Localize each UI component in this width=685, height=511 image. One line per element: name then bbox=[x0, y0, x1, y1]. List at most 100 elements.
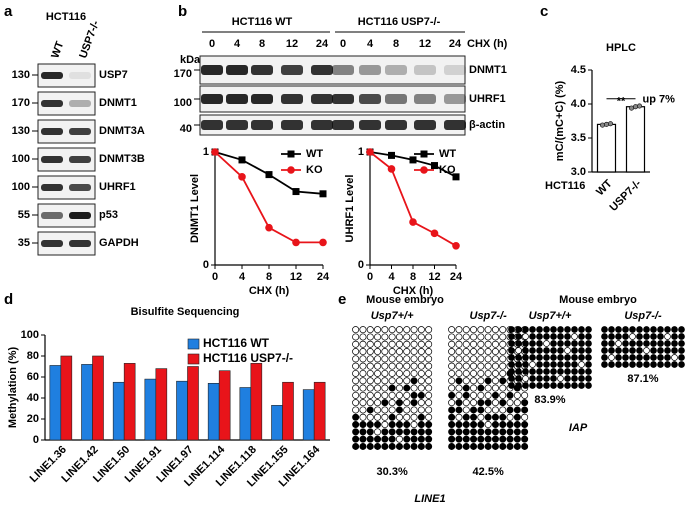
cpg-site bbox=[550, 326, 557, 333]
cpg-site bbox=[374, 348, 382, 356]
cpg-site bbox=[388, 442, 396, 450]
cpg-site bbox=[403, 333, 411, 341]
cpg-site bbox=[585, 382, 592, 389]
cpg-site bbox=[374, 369, 382, 377]
cpg-site bbox=[650, 333, 657, 340]
marker-label: 170 bbox=[12, 97, 30, 109]
annotation: up 7% bbox=[643, 94, 676, 106]
cpg-site bbox=[491, 377, 499, 385]
cpg-site bbox=[529, 347, 536, 354]
cpg-site bbox=[499, 377, 507, 385]
cpg-site bbox=[366, 391, 374, 399]
cpg-site bbox=[403, 340, 411, 348]
cpg-site bbox=[381, 348, 389, 356]
protein-label: DNMT1 bbox=[99, 97, 137, 109]
point bbox=[409, 156, 417, 164]
percent-label: 30.3% bbox=[377, 466, 408, 478]
band bbox=[414, 94, 436, 104]
cpg-site bbox=[564, 326, 571, 333]
cpg-site bbox=[359, 348, 367, 356]
cpg-site bbox=[359, 442, 367, 450]
y-tick-label: 20 bbox=[27, 413, 39, 425]
cpg-site bbox=[550, 382, 557, 389]
annotation: ** bbox=[617, 96, 626, 108]
cpg-site bbox=[359, 391, 367, 399]
cpg-site bbox=[608, 326, 615, 333]
cpg-site bbox=[417, 399, 425, 407]
cpg-site bbox=[615, 333, 622, 340]
cpg-site bbox=[506, 421, 514, 429]
locus-label: LINE1 bbox=[414, 493, 445, 505]
band bbox=[69, 184, 91, 191]
cpg-site bbox=[636, 361, 643, 368]
cpg-site bbox=[657, 347, 664, 354]
cpg-site bbox=[515, 375, 522, 382]
cpg-site bbox=[615, 340, 622, 347]
cpg-site bbox=[403, 428, 411, 436]
cpg-site bbox=[491, 326, 499, 334]
cpg-site bbox=[508, 382, 515, 389]
cpg-site bbox=[455, 428, 463, 436]
kda-label: kDa bbox=[180, 54, 201, 66]
cpg-site bbox=[462, 340, 470, 348]
cpg-site bbox=[636, 347, 643, 354]
cpg-site bbox=[470, 384, 478, 392]
cpg-site bbox=[629, 354, 636, 361]
cpg-site bbox=[491, 348, 499, 356]
cpg-site bbox=[417, 428, 425, 436]
point bbox=[452, 241, 460, 250]
cpg-site bbox=[410, 333, 418, 341]
cpg-site bbox=[536, 368, 543, 375]
cpg-site bbox=[352, 326, 360, 334]
cpg-site bbox=[374, 362, 382, 370]
cpg-site bbox=[359, 406, 367, 414]
cpg-site bbox=[381, 399, 389, 407]
cpg-site bbox=[455, 362, 463, 370]
cpg-site bbox=[491, 340, 499, 348]
cpg-site bbox=[484, 355, 492, 363]
point bbox=[319, 190, 327, 198]
legend-marker bbox=[287, 166, 295, 174]
group-title: Mouse embryo bbox=[366, 294, 444, 306]
cpg-site bbox=[536, 361, 543, 368]
cpg-site bbox=[381, 435, 389, 443]
band bbox=[41, 128, 63, 135]
y-tick-label: 0 bbox=[33, 434, 39, 446]
group-title: Mouse embryo bbox=[559, 294, 637, 306]
cpg-site bbox=[403, 362, 411, 370]
genotype-label: Usp7+/+ bbox=[371, 310, 414, 322]
cpg-site bbox=[484, 435, 492, 443]
cpg-site bbox=[448, 399, 456, 407]
cpg-site bbox=[352, 384, 360, 392]
point bbox=[319, 238, 327, 247]
cpg-site bbox=[678, 361, 685, 368]
cpg-site bbox=[629, 361, 636, 368]
point bbox=[430, 229, 439, 238]
cpg-site bbox=[564, 375, 571, 382]
bar bbox=[60, 355, 73, 441]
cpg-site bbox=[425, 333, 433, 341]
band bbox=[311, 120, 333, 130]
cpg-site bbox=[462, 326, 470, 334]
cpg-site bbox=[417, 421, 425, 429]
cpg-site bbox=[536, 375, 543, 382]
cpg-site bbox=[484, 428, 492, 436]
cpg-site bbox=[462, 421, 470, 429]
cpg-site bbox=[515, 368, 522, 375]
cpg-site bbox=[425, 442, 433, 450]
band bbox=[201, 120, 223, 130]
cpg-site bbox=[585, 375, 592, 382]
cpg-site bbox=[425, 340, 433, 348]
cpg-site bbox=[506, 406, 514, 414]
cpg-site bbox=[381, 384, 389, 392]
cpg-site bbox=[410, 399, 418, 407]
protein-label: p53 bbox=[99, 209, 118, 221]
cpg-site bbox=[462, 428, 470, 436]
cpg-site bbox=[448, 442, 456, 450]
cpg-site bbox=[636, 326, 643, 333]
cpg-site bbox=[403, 435, 411, 443]
cpg-site bbox=[403, 391, 411, 399]
cpg-site bbox=[381, 362, 389, 370]
cpg-site bbox=[448, 391, 456, 399]
cpg-site bbox=[550, 347, 557, 354]
